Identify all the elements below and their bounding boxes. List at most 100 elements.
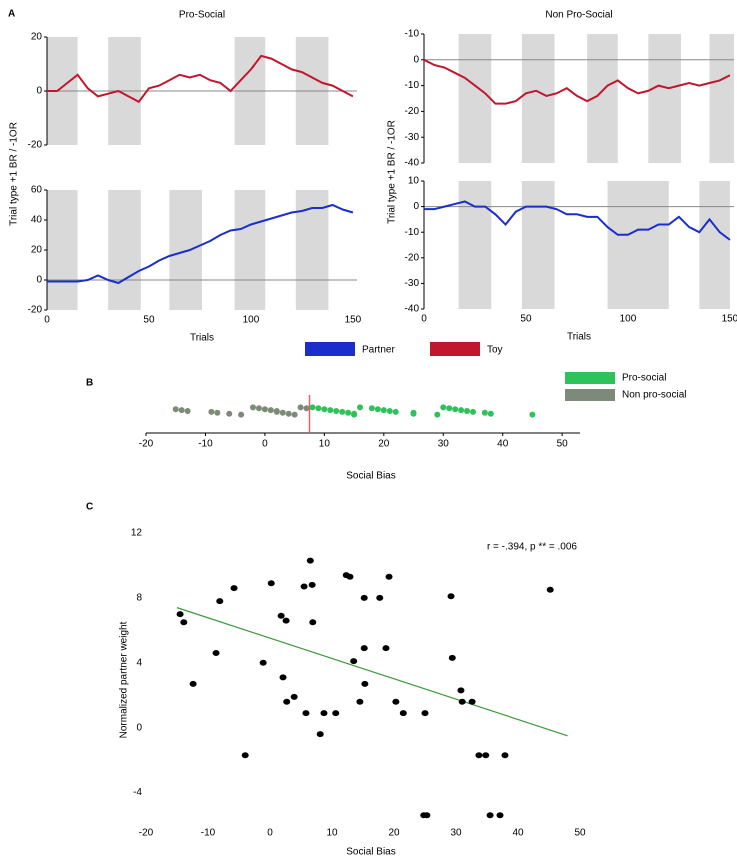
x-tick-label: 0 bbox=[421, 314, 427, 325]
strip-point bbox=[410, 410, 417, 417]
y-tick-label: -10 bbox=[405, 80, 420, 91]
x-tick-label: 10 bbox=[326, 828, 338, 839]
scatter-point bbox=[189, 680, 197, 687]
x-tick-label: 10 bbox=[319, 439, 331, 450]
scatter-point bbox=[468, 698, 476, 705]
strip-point bbox=[351, 411, 358, 418]
strip-point bbox=[285, 410, 292, 417]
strip-point bbox=[255, 405, 262, 412]
y-tick-label: -40 bbox=[405, 158, 420, 169]
shaded-block bbox=[607, 181, 669, 309]
scatter-point bbox=[241, 752, 249, 759]
y-axis-label: Trial type +1 BR / -1OR bbox=[9, 122, 20, 226]
strip-point bbox=[380, 407, 387, 414]
legend-swatch bbox=[305, 342, 355, 356]
panel-letter: A bbox=[8, 9, 15, 20]
strip-point bbox=[529, 411, 536, 418]
panel-letter: C bbox=[86, 502, 93, 513]
scatter-point bbox=[399, 710, 407, 717]
shaded-block bbox=[47, 190, 78, 310]
scatter-point bbox=[486, 812, 494, 819]
shaded-block bbox=[108, 190, 141, 310]
panel-letter: B bbox=[86, 378, 93, 389]
strip-point bbox=[238, 411, 245, 418]
strip-point bbox=[374, 406, 381, 413]
scatter-point bbox=[279, 674, 287, 681]
x-axis-label: Social Bias bbox=[346, 847, 395, 858]
x-tick-label: 150 bbox=[345, 315, 362, 326]
strip-point bbox=[345, 409, 352, 416]
x-tick-label: 50 bbox=[520, 314, 532, 325]
x-tick-label: -20 bbox=[139, 439, 154, 450]
scatter-point bbox=[360, 645, 368, 652]
y-tick-label: 0 bbox=[413, 201, 419, 212]
strip-point bbox=[208, 408, 215, 415]
scatter-point bbox=[230, 585, 238, 592]
x-axis-label: Trials bbox=[190, 333, 214, 344]
legend-label: Partner bbox=[362, 345, 395, 356]
y-axis-label: Trial type +1 BR / -1OR bbox=[387, 120, 398, 224]
scatter-point bbox=[300, 583, 308, 590]
shaded-block bbox=[234, 190, 266, 310]
strip-point bbox=[357, 404, 364, 411]
legend-label: Non pro-social bbox=[622, 390, 686, 401]
strip-point bbox=[267, 407, 274, 414]
scatter-point bbox=[308, 581, 316, 588]
scatter-point bbox=[447, 593, 455, 600]
scatter-point bbox=[501, 752, 509, 759]
shaded-block bbox=[648, 34, 681, 163]
shaded-block bbox=[709, 34, 734, 163]
scatter-point bbox=[496, 812, 504, 819]
strip-point bbox=[273, 408, 280, 415]
scatter-point bbox=[309, 619, 317, 626]
strip-point bbox=[368, 405, 375, 412]
x-tick-label: 100 bbox=[620, 314, 637, 325]
scatter-point bbox=[332, 710, 340, 717]
y-tick-label: 0 bbox=[136, 722, 142, 733]
shaded-block bbox=[169, 190, 202, 310]
strip-point bbox=[226, 410, 233, 417]
scatter-point bbox=[212, 650, 220, 657]
y-axis-label: Normalized partner weight bbox=[119, 621, 130, 738]
legend-swatch bbox=[565, 389, 615, 401]
legend-label: Pro-social bbox=[622, 373, 666, 384]
strip-point bbox=[446, 405, 453, 412]
strip-point bbox=[339, 408, 346, 415]
y-tick-label: -20 bbox=[28, 305, 43, 316]
fit-line bbox=[176, 607, 568, 737]
y-tick-label: 10 bbox=[408, 176, 420, 187]
strip-point bbox=[184, 408, 191, 414]
strip-point bbox=[178, 407, 185, 414]
shaded-block bbox=[295, 190, 329, 310]
y-tick-label: -20 bbox=[405, 252, 420, 263]
strip-point bbox=[291, 411, 298, 418]
strip-point bbox=[458, 407, 465, 414]
scatter-point bbox=[482, 752, 490, 759]
y-tick-label: 12 bbox=[131, 528, 143, 539]
scatter-point bbox=[350, 658, 358, 665]
y-tick-label: -10 bbox=[405, 29, 420, 40]
strip-point bbox=[434, 411, 441, 418]
y-tick-label: 8 bbox=[136, 593, 142, 604]
legend-label: Toy bbox=[487, 345, 503, 356]
strip-point bbox=[452, 406, 459, 413]
scatter-point bbox=[216, 598, 224, 605]
strip-point bbox=[481, 409, 488, 416]
legend-swatch bbox=[430, 342, 480, 356]
strip-point bbox=[469, 408, 476, 415]
scatter-point bbox=[421, 710, 429, 717]
data-line bbox=[423, 58, 731, 105]
strip-point bbox=[327, 407, 334, 414]
scatter-point bbox=[385, 573, 393, 580]
x-tick-label: -10 bbox=[201, 828, 216, 839]
x-tick-label: 40 bbox=[497, 439, 509, 450]
x-tick-label: 40 bbox=[512, 828, 524, 839]
y-tick-label: 20 bbox=[31, 32, 43, 43]
y-tick-label: 4 bbox=[136, 657, 142, 668]
x-axis-label: Social Bias bbox=[346, 471, 395, 482]
scatter-point bbox=[176, 611, 184, 618]
strip-point bbox=[309, 404, 316, 411]
shaded-block bbox=[521, 181, 555, 309]
x-tick-label: -20 bbox=[139, 828, 154, 839]
y-tick-label: -30 bbox=[405, 278, 420, 289]
